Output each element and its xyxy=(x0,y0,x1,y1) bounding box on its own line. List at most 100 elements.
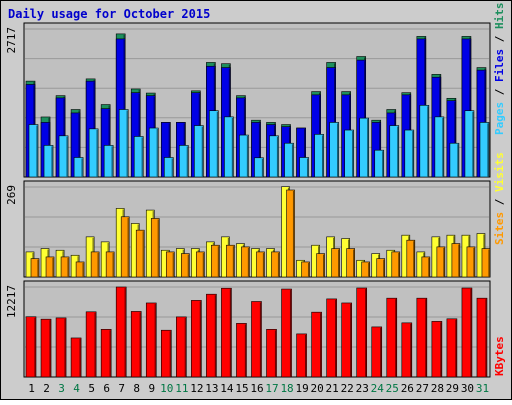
sites-bar-shade xyxy=(398,252,400,277)
kbytes-bar xyxy=(40,318,52,378)
pages-bar-shade xyxy=(276,136,279,177)
sites-bar-shade xyxy=(307,262,310,277)
sites-bar-shade xyxy=(428,257,430,277)
kbytes-bar-shade xyxy=(169,331,171,377)
files-bar-shade xyxy=(303,129,306,177)
kbytes-bar-shade xyxy=(304,334,307,377)
kbytes-bar xyxy=(221,287,232,378)
pages-bar-shade xyxy=(36,125,38,177)
x-tick-label: 31 xyxy=(476,382,489,395)
pages-bar-shade xyxy=(96,129,98,177)
pages-bar-shade xyxy=(261,158,264,177)
kbytes-bar-shade xyxy=(64,318,66,377)
sites-bar-shade xyxy=(112,252,114,277)
kbytes-bar xyxy=(55,317,67,378)
sites-bar-shade xyxy=(172,252,174,277)
kbytes-bar xyxy=(461,287,473,378)
sites-bar-shade xyxy=(127,217,129,277)
sites-bar xyxy=(406,239,416,278)
kbytes-bar-shade xyxy=(410,323,412,377)
legend-hits: Hits xyxy=(493,3,506,30)
kbytes-bar-shade xyxy=(380,327,382,377)
kbytes-bar xyxy=(371,326,383,378)
kbytes-bar-shade xyxy=(335,299,337,377)
kbytes-bar xyxy=(160,329,172,378)
sites-bar-shade xyxy=(232,246,235,277)
x-tick-label: 29 xyxy=(446,382,459,395)
chart-title: Daily usage for October 2015 xyxy=(8,7,210,21)
kbytes-bar xyxy=(341,302,352,378)
files-bar-shade xyxy=(469,39,471,177)
kbytes-bar xyxy=(25,316,37,378)
sites-bar-shade xyxy=(277,252,280,277)
legend-pages: Pages xyxy=(493,102,506,135)
sites-bar-shade xyxy=(353,249,355,277)
pages-bar xyxy=(344,129,354,178)
kbytes-bar xyxy=(236,323,247,378)
x-tick-label: 9 xyxy=(148,382,155,395)
hits-files-pages-ymax-label: 2717 xyxy=(5,27,18,54)
x-tick-label: 23 xyxy=(356,382,369,395)
pages-bar xyxy=(284,142,294,178)
pages-bar xyxy=(73,157,84,178)
sites-bar-shade xyxy=(157,219,159,277)
sites-bar xyxy=(75,261,85,278)
pages-bar xyxy=(209,110,219,178)
sites-bar xyxy=(196,251,205,278)
sites-bar-shade xyxy=(338,249,340,277)
pages-bar-shade xyxy=(156,129,158,177)
sites-bar xyxy=(226,244,235,278)
x-tick-label: 20 xyxy=(311,382,324,395)
sites-bar xyxy=(316,253,325,278)
kbytes-bar-shade xyxy=(455,319,457,377)
pages-bar xyxy=(118,109,129,178)
pages-bar xyxy=(58,135,69,178)
pages-bar xyxy=(464,110,475,178)
kbytes-bar-shade xyxy=(395,299,397,377)
pages-bar-shade xyxy=(337,123,339,177)
kbytes-bar-shade xyxy=(94,312,96,377)
pages-bar-shade xyxy=(397,126,399,177)
hits-files-pages-legend: Pages / Files / Hits xyxy=(493,3,506,136)
sites-bar-shade xyxy=(217,246,219,277)
sites-bar-shade xyxy=(82,262,84,277)
kbytes-bar-shade xyxy=(440,322,442,377)
kbytes-bar-shade xyxy=(109,330,111,377)
sites-bar-shade xyxy=(323,254,325,277)
sites-bar xyxy=(376,258,386,278)
sites-bar-shade xyxy=(262,252,265,277)
pages-bar xyxy=(449,142,460,178)
kbytes-bar xyxy=(145,302,157,378)
kbytes-bar xyxy=(446,318,458,378)
x-tick-label: 28 xyxy=(431,382,444,395)
legend-separator: / xyxy=(493,82,506,102)
x-tick-label: 12 xyxy=(190,382,203,395)
legend-files: Files xyxy=(493,49,506,82)
kbytes-bar xyxy=(296,333,307,378)
x-tick-label: 4 xyxy=(73,382,80,395)
x-tick-label: 25 xyxy=(386,382,399,395)
sites-bar xyxy=(150,218,160,278)
pages-bar-shade xyxy=(51,146,53,177)
sites-bar xyxy=(436,246,446,278)
pages-bar xyxy=(254,157,264,178)
sites-bar xyxy=(481,248,491,278)
pages-bar-shade xyxy=(352,131,354,177)
kbytes-bar xyxy=(416,297,428,378)
pages-bar-shade xyxy=(487,123,489,177)
kbytes-bar-shade xyxy=(139,312,141,377)
sites-bar xyxy=(60,256,70,278)
pages-bar-shade xyxy=(291,144,294,177)
files-bar-shade xyxy=(123,39,125,177)
pages-bar xyxy=(163,157,174,178)
kbytes-bar-shade xyxy=(470,289,472,377)
kbytes-ymax-label: 12217 xyxy=(5,285,18,318)
pages-bar xyxy=(103,145,114,178)
sites-bar-shade xyxy=(67,257,69,277)
x-tick-label: 3 xyxy=(58,382,65,395)
kbytes-bar xyxy=(476,297,488,378)
files-bar-shade xyxy=(168,123,170,177)
pages-bar-shade xyxy=(442,117,444,177)
pages-bar xyxy=(28,124,39,178)
